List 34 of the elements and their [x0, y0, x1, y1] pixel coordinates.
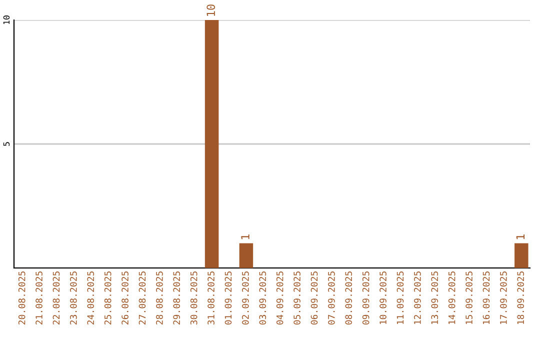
x-tick-label: 18.09.2025	[517, 272, 524, 324]
x-tick-label: 17.09.2025	[500, 272, 507, 324]
x-tick-label: 21.08.2025	[36, 272, 42, 324]
x-tick-label: 01.09.2025	[224, 272, 232, 325]
data-label: 1	[241, 234, 250, 240]
x-tick-label: 28.08.2025	[156, 272, 163, 324]
x-tick-label: 27.08.2025	[138, 272, 146, 324]
x-tick-label: 30.08.2025	[190, 272, 198, 325]
x-tick-label: 29.08.2025	[173, 272, 180, 324]
x-tick-label: 31.08.2025	[208, 272, 214, 325]
x-tick-label: 03.09.2025	[259, 272, 266, 325]
x-tick-label: 16.09.2025	[482, 272, 490, 324]
x-tick-label: 05.09.2025	[294, 272, 300, 325]
data-label: 1	[516, 234, 524, 240]
x-tick-label: 09.09.2025	[362, 272, 370, 325]
data-label: 10	[206, 4, 216, 16]
x-tick-label: 04.09.2025	[276, 272, 284, 325]
x-tick-label: 14.09.2025	[448, 272, 456, 324]
x-tick-label: 08.09.2025	[345, 272, 352, 325]
x-tick-label: 07.09.2025	[328, 272, 335, 325]
x-tick-label: 24.08.2025	[87, 272, 94, 324]
x-tick-label: 11.09.2025	[396, 272, 404, 324]
x-tick-label: 26.08.2025	[122, 272, 128, 324]
x-tick-label: 02.09.2025	[242, 272, 249, 325]
x-tick-label: 10.09.2025	[380, 272, 386, 324]
y-tick-label: 5	[3, 142, 10, 146]
x-tick-label: 25.08.2025	[104, 272, 112, 324]
x-tick-label: 13.09.2025	[431, 272, 438, 324]
x-tick-label: 06.09.2025	[310, 272, 318, 325]
x-tick-label: 15.09.2025	[466, 272, 472, 324]
x-tick-label: 23.08.2025	[70, 272, 77, 324]
x-tick-label: 20.08.2025	[18, 272, 26, 324]
x-tick-label: 12.09.2025	[414, 272, 421, 324]
x-tick-label: 22.08.2025	[52, 272, 60, 324]
